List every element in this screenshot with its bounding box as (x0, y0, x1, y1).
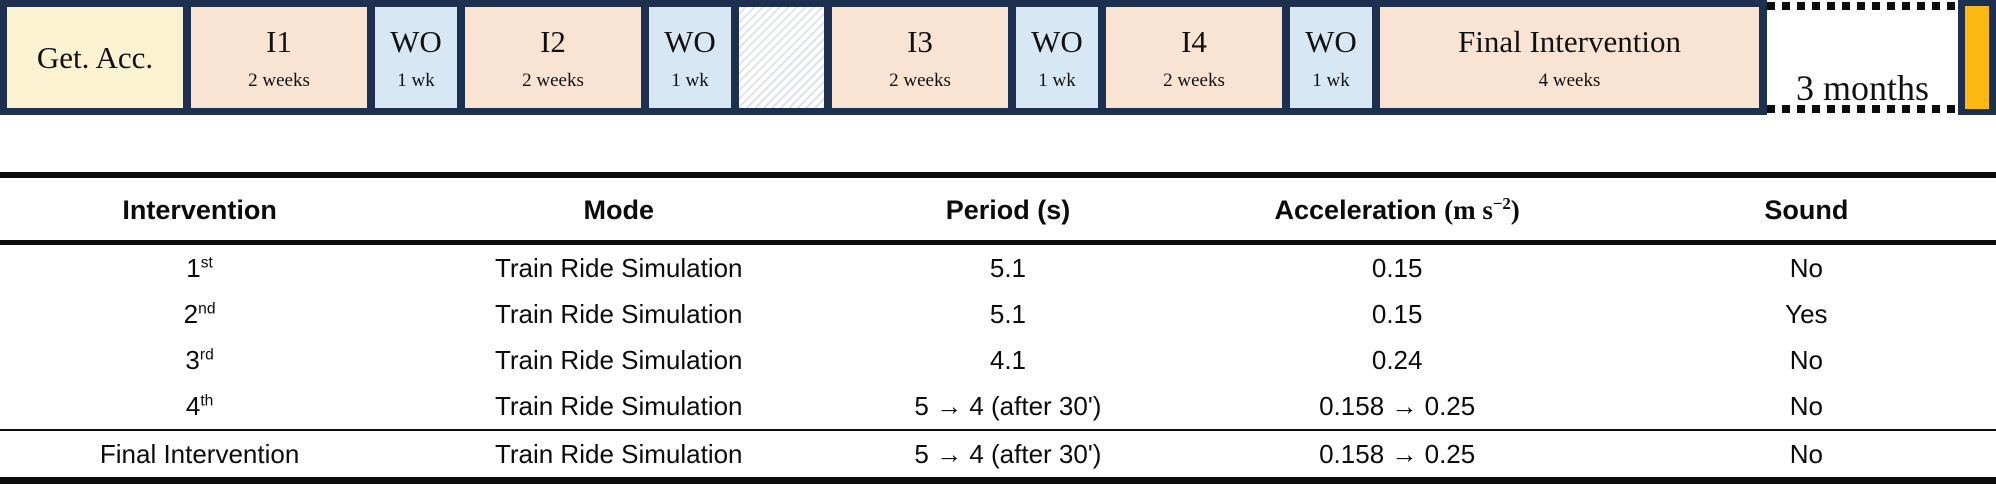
table-row-1st: 1st Train Ride Simulation 5.1 0.15 No (0, 243, 1996, 292)
timeline-box-sublabel: 2 weeks (889, 69, 951, 91)
cell-sound: No (1789, 391, 1823, 421)
timeline-box-label: WO (1305, 23, 1357, 59)
timeline-box-final-intervention: Final Intervention 4 weeks (1380, 7, 1759, 108)
timeline-box-label: WO (664, 23, 716, 59)
endpoint-marker (1958, 0, 1996, 115)
timeline-box-i4: I4 2 weeks (1106, 7, 1282, 108)
cell-period: 5 → 4 (after 30') (914, 391, 1102, 421)
cell-period: 4.1 (989, 345, 1027, 375)
timeline-box-washout-3: WO 1 wk (1016, 7, 1098, 108)
timeline-box-label: WO (390, 23, 442, 59)
cell-acceleration: 0.15 (1371, 253, 1423, 283)
ordinal-number: 1 (186, 253, 201, 283)
cell-mode: Train Ride Simulation (494, 299, 743, 329)
cell-sound: No (1616, 429, 1996, 481)
timeline-box-label: I2 (540, 23, 566, 59)
table-row-4th: 4th Train Ride Simulation 5 → 4 (after 3… (0, 383, 1996, 430)
col-header-mode: Mode (399, 175, 839, 245)
timeline-box-get-acc: Get. Acc. (7, 7, 183, 108)
timeline-box-label: Get. Acc. (36, 40, 154, 75)
col-header-sound: Sound (1616, 175, 1996, 245)
acceleration-label: Acceleration (1274, 195, 1437, 225)
cell-period: 5 → 4 (after 30') (838, 429, 1178, 481)
ordinal-suffix: nd (198, 300, 216, 318)
cell-intervention: 3rd (0, 337, 399, 383)
col-header-acceleration: Acceleration (m s−2) (1177, 175, 1617, 245)
timeline-box-i1: I1 2 weeks (191, 7, 367, 108)
timeline-box-label: WO (1031, 23, 1083, 59)
timeline-main-strip: Get. Acc. I1 2 weeks WO 1 wk I2 2 weeks … (0, 0, 1767, 115)
interventions-table: Intervention Mode Period (s) Acceleratio… (0, 172, 1996, 484)
endpoint-marker-fill (1965, 6, 1989, 109)
cell-mode: Train Ride Simulation (399, 429, 839, 481)
timeline-box-sublabel: 1 wk (397, 69, 435, 91)
acceleration-unit-open: (m s (1444, 195, 1493, 225)
cell-intervention: 2nd (0, 291, 399, 337)
col-header-period: Period (s) (838, 175, 1178, 245)
ordinal-suffix: th (200, 392, 214, 410)
timeline-box-label: Final Intervention (1458, 23, 1681, 59)
followup-box: 3 months (1767, 0, 1958, 115)
ordinal-number: 4 (185, 391, 201, 421)
cell-intervention: 1st (0, 243, 399, 292)
timeline-box-washout-1: WO 1 wk (375, 7, 457, 108)
acceleration-unit: (m s−2) (1444, 194, 1520, 225)
table-header-row: Intervention Mode Period (s) Acceleratio… (0, 175, 1996, 245)
timeline-box-sublabel: 1 wk (1312, 69, 1350, 91)
timeline-box-sublabel: 2 weeks (522, 69, 584, 91)
table-row-final-intervention: Final Intervention Train Ride Simulation… (0, 429, 1996, 481)
timeline-box-washout-4: WO 1 wk (1290, 7, 1372, 108)
acceleration-unit-close: ) (1510, 195, 1520, 225)
cell-intervention: Final Intervention (0, 429, 400, 481)
table-row-3rd: 3rd Train Ride Simulation 4.1 0.24 No (0, 337, 1996, 383)
ordinal-number: Final Intervention (99, 439, 300, 469)
cell-intervention: 4th (0, 383, 399, 430)
ordinal-suffix: st (200, 254, 213, 272)
timeline-box-i3: I3 2 weeks (832, 7, 1008, 108)
ordinal-suffix: rd (199, 346, 214, 364)
followup-label: 3 months (1795, 68, 1929, 108)
cell-mode: Train Ride Simulation (494, 391, 743, 421)
col-header-intervention: Intervention (0, 175, 400, 245)
cell-acceleration: 0.158 → 0.25 (1177, 429, 1617, 481)
study-timeline: Get. Acc. I1 2 weeks WO 1 wk I2 2 weeks … (0, 0, 1996, 115)
ordinal-number: 2 (183, 299, 199, 329)
timeline-box-sublabel: 2 weeks (248, 69, 310, 91)
timeline-box-i2: I2 2 weeks (465, 7, 641, 108)
timeline-box-hatched-gap (739, 7, 824, 108)
table-row-2nd: 2nd Train Ride Simulation 5.1 0.15 Yes (0, 291, 1996, 337)
timeline-box-sublabel: 1 wk (1038, 69, 1076, 91)
timeline-box-washout-2: WO 1 wk (649, 7, 731, 108)
timeline-box-sublabel: 1 wk (671, 69, 709, 91)
cell-mode: Train Ride Simulation (494, 253, 743, 283)
timeline-box-sublabel: 4 weeks (1538, 69, 1601, 91)
acceleration-unit-exponent: −2 (1492, 194, 1511, 213)
cell-acceleration: 0.15 (1371, 299, 1423, 329)
cell-mode: Train Ride Simulation (494, 345, 743, 375)
cell-period: 5.1 (989, 299, 1027, 329)
cell-acceleration: 0.158 → 0.25 (1319, 391, 1476, 421)
cell-period: 5.1 (989, 253, 1027, 283)
timeline-box-label: I1 (266, 23, 292, 59)
ordinal-number: 3 (185, 345, 200, 375)
cell-sound: Yes (1785, 299, 1828, 329)
cell-acceleration: 0.24 (1371, 345, 1423, 375)
cell-sound: No (1789, 345, 1823, 375)
timeline-box-label: I3 (907, 23, 933, 59)
cell-sound: No (1789, 253, 1823, 283)
timeline-box-label: I4 (1181, 23, 1207, 59)
timeline-box-sublabel: 2 weeks (1163, 69, 1225, 91)
study-design-figure: Get. Acc. I1 2 weeks WO 1 wk I2 2 weeks … (0, 0, 1996, 484)
